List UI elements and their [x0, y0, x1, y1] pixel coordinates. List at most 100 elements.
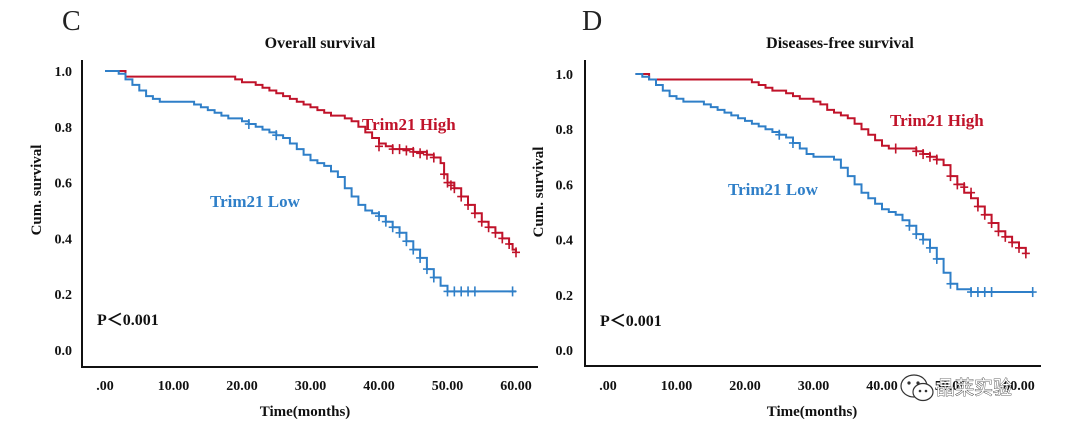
panel-c: C Overall survival Cum. survival Time(mo… [29, 6, 538, 420]
censor-mark-low [980, 287, 989, 298]
censor-mark-low [987, 287, 996, 298]
panel-letter: D [582, 6, 602, 37]
censor-mark-high [484, 222, 493, 233]
censor-mark-high [1021, 248, 1030, 259]
censor-mark-high [891, 143, 900, 154]
y-tick-label: 0.2 [55, 288, 73, 303]
censor-mark-low [925, 242, 934, 253]
censor-mark-high [1001, 231, 1010, 242]
x-tick-label: 60.00 [1003, 379, 1035, 394]
censor-mark-low [381, 216, 390, 227]
y-axis-label: Cum. survival [531, 147, 547, 238]
censor-mark-high [953, 179, 962, 190]
p-value: P＜0.001 [97, 312, 159, 329]
censor-mark-low [946, 278, 955, 289]
x-tick-label: 60.00 [500, 379, 532, 394]
y-tick-label: 0.4 [556, 234, 574, 249]
censor-mark-high [498, 233, 507, 244]
y-tick-label: 0.0 [556, 344, 574, 359]
panel-d: D Diseases-free survival Cum. survival T… [531, 6, 1041, 420]
censor-mark-high [994, 226, 1003, 237]
censor-mark-high [429, 152, 438, 163]
censor-mark-low [932, 253, 941, 264]
censor-mark-high [1015, 242, 1023, 253]
censor-mark-low [429, 272, 438, 283]
watermark: 晶莱实验 [900, 374, 1012, 402]
chart-title: Overall survival [265, 35, 376, 52]
x-tick-label: 20.00 [226, 379, 258, 394]
x-tick-label: .00 [96, 379, 114, 394]
x-axis-label: Time(months) [767, 404, 858, 420]
y-tick-label: 0.6 [556, 178, 574, 193]
axes [584, 60, 1041, 367]
x-tick-label: 40.00 [866, 379, 898, 394]
censor-mark-low [912, 229, 921, 240]
censor-mark-low [409, 244, 418, 255]
censor-mark-high [512, 247, 520, 258]
y-tick-label: 0.0 [55, 344, 73, 359]
censor-mark-high [932, 154, 941, 165]
panel-letter: C [62, 6, 81, 37]
censor-mark-high [919, 149, 928, 160]
censor-mark-high [416, 148, 425, 159]
series-label-low: Trim21 Low [728, 180, 819, 199]
censor-mark-high [973, 201, 982, 212]
censor-mark-high [375, 141, 383, 152]
censor-mark-low [973, 287, 982, 298]
censor-mark-low [508, 286, 517, 297]
censor-mark-high [470, 208, 479, 219]
y-axis-label-group: Cum. survival [531, 147, 547, 238]
censor-mark-low [450, 286, 459, 297]
x-tick-label: 50.00 [935, 379, 967, 394]
tick-labels: 0.0 0.2 0.4 0.6 0.8 1.0 .00 10.00 20.00 30.00 40.0… [556, 68, 1035, 394]
p-value: P＜0.001 [600, 313, 662, 330]
tick-labels: 0.0 0.2 0.4 0.6 0.8 1.0 .00 10.00 20.00 30.00 40.0… [55, 65, 532, 394]
censor-mark-high [925, 151, 934, 162]
censor-mark-high [967, 187, 976, 198]
y-tick-label: 0.6 [55, 177, 73, 192]
censor-mark-low [464, 286, 473, 297]
survival-curves [105, 70, 520, 297]
series-label-high: Trim21 High [362, 115, 456, 134]
censor-mark-high [422, 149, 431, 160]
censor-mark-high [1008, 237, 1017, 248]
x-tick-label: 40.00 [363, 379, 395, 394]
x-tick-label: 10.00 [158, 379, 190, 394]
censor-mark-low [422, 264, 431, 275]
censor-mark-high [440, 169, 449, 180]
series-label-high: Trim21 High [890, 111, 984, 130]
censor-mark-low [470, 286, 479, 297]
survival-curve-high [105, 70, 517, 253]
y-tick-label: 1.0 [55, 65, 73, 80]
censor-mark-low [388, 222, 397, 233]
censor-mark-high [477, 216, 486, 227]
censor-mark-high [402, 145, 411, 156]
y-tick-label: 1.0 [556, 68, 574, 83]
y-axis-label: Cum. survival [29, 145, 45, 236]
censor-mark-low [443, 286, 452, 297]
x-tick-label: 30.00 [798, 379, 830, 394]
y-tick-label: 0.8 [556, 123, 574, 138]
y-tick-label: 0.4 [55, 232, 73, 247]
wechat-icon [900, 374, 934, 402]
censor-mark-low [395, 227, 404, 238]
y-tick-label: 0.8 [55, 121, 73, 136]
censor-mark-low [967, 287, 976, 298]
x-tick-label: 50.00 [432, 379, 464, 394]
censor-mark-high [987, 218, 996, 229]
censor-mark-low [1028, 287, 1037, 298]
censor-mark-low [775, 129, 784, 140]
survival-curves [635, 73, 1037, 298]
x-tick-label: .00 [599, 379, 617, 394]
censor-mark-low [402, 236, 411, 247]
censor-mark-high [388, 144, 397, 155]
censor-mark-high [946, 171, 955, 182]
censor-mark-high [450, 183, 459, 194]
censor-mark-high [464, 199, 473, 210]
censor-mark-high [960, 182, 969, 193]
axes [81, 60, 538, 368]
chart-title: Diseases-free survival [766, 35, 914, 52]
x-tick-label: 20.00 [729, 379, 761, 394]
y-axis-label-group: Cum. survival [29, 145, 45, 236]
censor-mark-high [505, 238, 514, 249]
